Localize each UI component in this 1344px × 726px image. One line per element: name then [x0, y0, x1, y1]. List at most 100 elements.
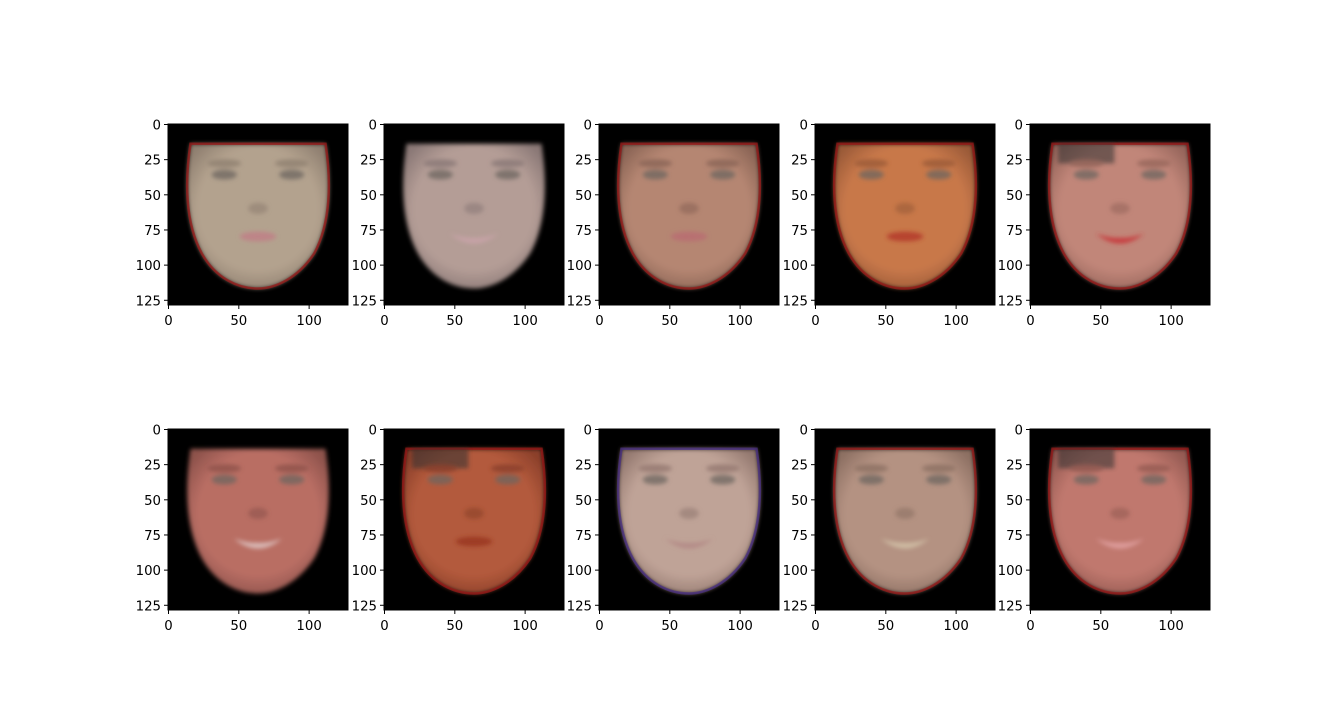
- eye: [642, 474, 668, 485]
- eyebrow: [207, 159, 242, 168]
- nose: [248, 507, 268, 519]
- x-tick-label: 0: [380, 619, 388, 634]
- nose: [1110, 507, 1130, 519]
- y-tick-label: 125: [136, 294, 161, 309]
- y-tick-label: 50: [575, 189, 592, 204]
- eyebrow: [490, 159, 525, 168]
- x-tick-label: 100: [727, 619, 752, 634]
- mouth: [450, 233, 498, 244]
- axes-frame: [598, 123, 780, 306]
- face-shape: [187, 143, 329, 289]
- y-tick-label: 75: [791, 529, 808, 544]
- x-tick-label: 100: [296, 314, 321, 329]
- edge-artifact: [616, 447, 762, 595]
- x-tick-label: 100: [1158, 314, 1183, 329]
- axes-frame: [383, 123, 565, 306]
- face-shape: [618, 448, 760, 594]
- eyebrow: [1136, 159, 1171, 168]
- eyebrow: [423, 159, 458, 168]
- eyebrow: [705, 464, 740, 473]
- eyebrow: [274, 159, 309, 168]
- y-tick-label: 75: [1006, 224, 1023, 239]
- face-panel: 0 50 100 0 25 50 75 100 125: [352, 119, 565, 329]
- x-tick-label: 50: [877, 314, 894, 329]
- eye: [710, 169, 736, 180]
- x-tick-label: 50: [230, 314, 247, 329]
- x-tick-label: 0: [811, 314, 819, 329]
- y-tick-label: 0: [369, 424, 377, 439]
- x-tick-label: 100: [296, 619, 321, 634]
- x-tick-label: 100: [1158, 619, 1183, 634]
- y-tick-label: 25: [1006, 154, 1023, 169]
- face-image: [187, 448, 329, 594]
- patch-artifact: [1058, 448, 1115, 469]
- y-tick-label: 100: [998, 259, 1023, 274]
- x-tick-label: 50: [230, 619, 247, 634]
- x-tick-label: 50: [446, 619, 463, 634]
- face-shape: [187, 448, 329, 594]
- x-tick-label: 100: [512, 619, 537, 634]
- x-tick-label: 50: [661, 619, 678, 634]
- y-tick-label: 25: [791, 154, 808, 169]
- edge-artifact: [1047, 142, 1193, 290]
- nose: [895, 202, 915, 214]
- mouth: [881, 538, 929, 549]
- eye: [858, 474, 884, 485]
- eye: [642, 169, 668, 180]
- face-panel: 0 50 100 0 25 50 75 100 125: [567, 424, 780, 634]
- eyebrow: [854, 464, 889, 473]
- eyebrow: [921, 464, 956, 473]
- edge-artifact: [832, 447, 978, 595]
- y-tick-label: 25: [144, 154, 161, 169]
- y-tick-label: 0: [1015, 424, 1023, 439]
- y-tick-label: 0: [800, 119, 808, 134]
- x-tick-label: 0: [164, 619, 172, 634]
- y-tick-label: 125: [998, 599, 1023, 614]
- y-tick-label: 50: [144, 494, 161, 509]
- x-tick-label: 50: [661, 314, 678, 329]
- y-tick-label: 125: [352, 599, 377, 614]
- eye: [1141, 169, 1167, 180]
- y-tick-label: 50: [791, 494, 808, 509]
- y-tick-label: 75: [575, 529, 592, 544]
- eye: [1073, 169, 1099, 180]
- eyebrow: [1069, 464, 1104, 473]
- eye: [211, 169, 237, 180]
- y-tick-label: 75: [360, 224, 377, 239]
- face-shape: [1049, 143, 1191, 289]
- y-tick-label: 0: [584, 424, 592, 439]
- y-tick-label: 50: [1006, 189, 1023, 204]
- eye: [858, 169, 884, 180]
- axes-frame: [598, 428, 780, 611]
- x-tick-label: 100: [943, 619, 968, 634]
- face-shape: [618, 143, 760, 289]
- face-image: [401, 447, 547, 595]
- y-tick-label: 0: [153, 119, 161, 134]
- y-tick-label: 25: [791, 459, 808, 474]
- face-panel: 0 50 100 0 25 50 75 100 125: [352, 424, 565, 634]
- face-panel: 0 50 100 0 25 50 75 100 125: [567, 119, 780, 329]
- x-tick-label: 0: [1026, 314, 1034, 329]
- face-image: [616, 142, 762, 290]
- edge-artifact: [401, 447, 547, 595]
- x-tick-label: 100: [512, 314, 537, 329]
- eyebrow: [638, 159, 673, 168]
- x-tick-label: 0: [595, 314, 603, 329]
- y-tick-label: 100: [352, 259, 377, 274]
- y-tick-label: 50: [1006, 494, 1023, 509]
- axes-frame: [167, 123, 349, 306]
- x-tick-label: 0: [595, 619, 603, 634]
- y-tick-label: 75: [575, 224, 592, 239]
- y-tick-label: 125: [783, 599, 808, 614]
- y-tick-label: 25: [575, 459, 592, 474]
- y-tick-label: 25: [360, 459, 377, 474]
- y-tick-label: 0: [584, 119, 592, 134]
- face-image: [1047, 142, 1193, 290]
- y-tick-label: 50: [144, 189, 161, 204]
- nose: [679, 507, 699, 519]
- eye: [279, 474, 305, 485]
- axes-frame: [1029, 123, 1211, 306]
- y-tick-label: 25: [360, 154, 377, 169]
- y-tick-label: 125: [783, 294, 808, 309]
- edge-artifact: [616, 142, 762, 290]
